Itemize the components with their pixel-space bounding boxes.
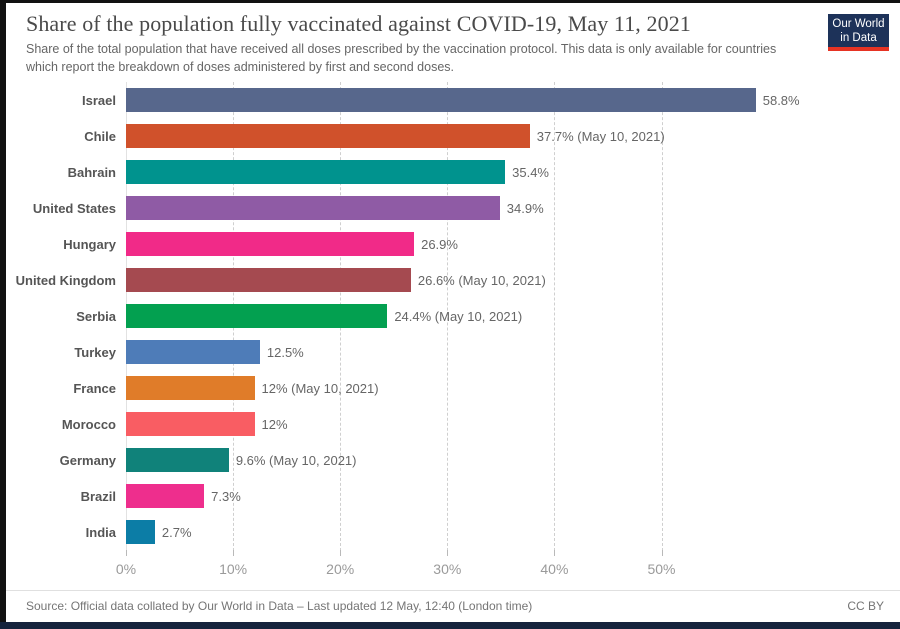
country-label[interactable]: Israel — [82, 92, 116, 108]
bar-row: France 12% (May 10, 2021) — [73, 370, 898, 406]
x-axis-tick-label: 50% — [647, 561, 676, 577]
value-label: 24.4% (May 10, 2021) — [394, 308, 523, 324]
bar-united-kingdom[interactable] — [126, 268, 411, 292]
axis-tick — [447, 550, 449, 556]
bar-row: India 2.7% — [86, 514, 898, 550]
bar-row: Turkey 12.5% — [74, 334, 898, 370]
value-label: 12.5% — [266, 344, 304, 360]
bar-united-states[interactable] — [126, 196, 500, 220]
chart-header: Share of the population fully vaccinated… — [6, 3, 900, 76]
country-label[interactable]: United Kingdom — [15, 272, 116, 288]
axis-tick — [340, 550, 342, 556]
bar-row: Morocco 12% — [62, 406, 898, 442]
axis-tick — [661, 550, 663, 556]
value-label: 34.9% — [506, 200, 544, 216]
bar-france[interactable] — [126, 376, 255, 400]
bar-hungary[interactable] — [126, 232, 415, 256]
country-label[interactable]: France — [73, 380, 116, 396]
country-label[interactable]: Chile — [84, 128, 116, 144]
bar-row: Bahrain 35.4% — [68, 154, 898, 190]
license-badge[interactable]: CC BY — [847, 599, 884, 613]
bar-row: Chile 37.7% (May 10, 2021) — [84, 118, 898, 154]
gridline — [661, 82, 663, 556]
value-label: 2.7% — [161, 524, 192, 540]
chart-subtitle: Share of the total population that have … — [26, 42, 777, 74]
value-label: 37.7% (May 10, 2021) — [536, 128, 665, 144]
axis-tick — [554, 550, 556, 556]
value-label: 26.6% (May 10, 2021) — [417, 272, 546, 288]
x-axis-tick-label: 0% — [115, 561, 137, 577]
x-axis-tick-label: 40% — [540, 561, 569, 577]
gridline — [447, 82, 449, 556]
country-label[interactable]: United States — [32, 200, 116, 216]
bar-morocco[interactable] — [126, 412, 255, 436]
value-label: 12% — [261, 416, 288, 432]
plot-area: 0% 10% 20% 30% 40% 50% Israel 58.8% Chile 37.7% (… — [16, 82, 898, 590]
owid-logo-text-line2: in Data — [840, 32, 877, 44]
value-label: 26.9% — [421, 236, 458, 252]
gridline — [554, 82, 556, 556]
owid-logo[interactable]: Our World in Data — [828, 14, 889, 51]
bar-turkey[interactable] — [126, 340, 260, 364]
bar-row: Germany 9.6% (May 10, 2021) — [60, 442, 898, 478]
country-label[interactable]: Morocco — [61, 416, 116, 432]
value-label: 9.6% (May 10, 2021) — [235, 452, 357, 468]
bar-chile[interactable] — [126, 124, 530, 148]
country-label[interactable]: Serbia — [76, 308, 116, 324]
bar-germany[interactable] — [126, 448, 229, 472]
bar-india[interactable] — [126, 520, 155, 544]
value-label: 7.3% — [211, 488, 241, 504]
chart-title: Share of the population fully vaccinated… — [26, 11, 691, 36]
bar-row: United States 34.9% — [33, 190, 898, 226]
bar-bahrain[interactable] — [126, 160, 506, 184]
axis-tick — [233, 550, 235, 556]
country-label[interactable]: Turkey — [74, 344, 116, 360]
bar-row: Brazil 7.3% — [81, 478, 898, 514]
bar-row: Serbia 24.4% (May 10, 2021) — [76, 298, 898, 334]
bar-serbia[interactable] — [126, 304, 388, 328]
value-label: 58.8% — [762, 92, 800, 108]
bar-chart: 0% 10% 20% 30% 40% 50% Israel 58.8% Chile 37.7% (… — [6, 82, 900, 590]
source-note: Source: Official data collated by Our Wo… — [26, 599, 533, 613]
country-label[interactable]: Brazil — [80, 488, 116, 504]
bar-israel[interactable] — [126, 88, 756, 112]
value-label: 12% (May 10, 2021) — [261, 380, 379, 396]
axis-tick — [126, 550, 127, 556]
window-bottom-strip — [0, 622, 900, 629]
chart-footer: Source: Official data collated by Our Wo… — [6, 590, 900, 622]
bar-row: United Kingdom 26.6% (May 10, 2021) — [16, 262, 898, 298]
x-axis-tick-label: 20% — [326, 561, 355, 577]
bar-row: Israel 58.8% — [82, 82, 898, 118]
country-label[interactable]: India — [85, 524, 116, 540]
bar-row: Hungary 26.9% — [63, 226, 898, 262]
bar-brazil[interactable] — [126, 484, 205, 508]
owid-logo-text-line1: Our World — [832, 18, 885, 30]
country-label[interactable]: Bahrain — [67, 164, 116, 180]
x-axis-tick-label: 10% — [219, 561, 248, 577]
country-label[interactable]: Germany — [59, 452, 116, 468]
x-axis-tick-label: 30% — [433, 561, 462, 577]
value-label: 35.4% — [512, 164, 549, 180]
country-label[interactable]: Hungary — [63, 236, 116, 252]
